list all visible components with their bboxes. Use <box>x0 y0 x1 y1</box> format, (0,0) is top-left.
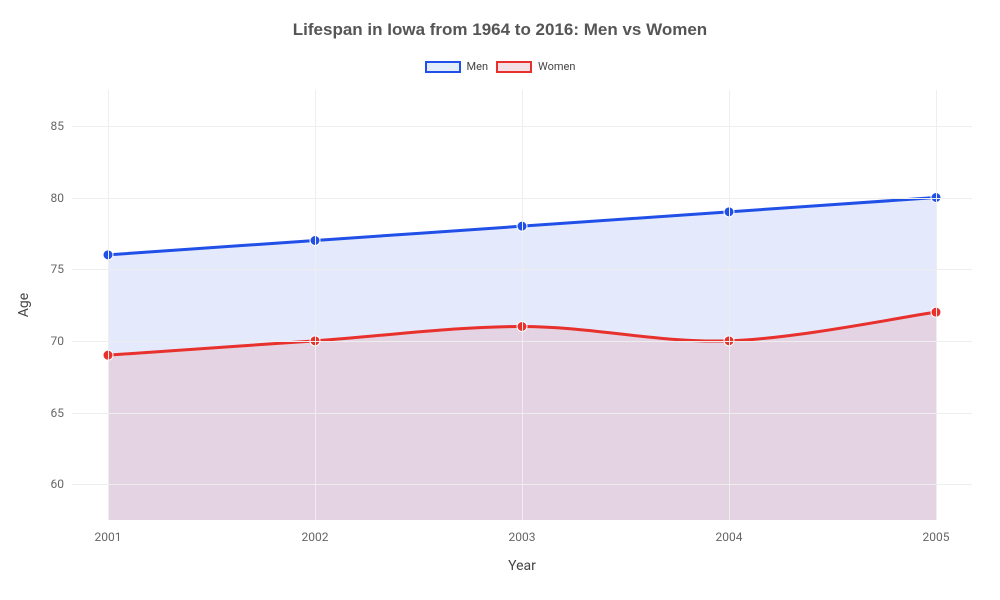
legend-swatch-women <box>496 61 532 73</box>
x-tick-label: 2004 <box>716 520 743 544</box>
legend-label-women: Women <box>538 60 575 73</box>
y-tick-label: 75 <box>51 262 73 276</box>
x-tick-label: 2002 <box>302 520 329 544</box>
x-tick-label: 2005 <box>923 520 950 544</box>
y-tick-label: 65 <box>51 406 73 420</box>
y-tick-label: 85 <box>51 119 73 133</box>
grid-line <box>522 90 523 520</box>
plot-area: 60657075808520012002200320042005 <box>72 90 972 520</box>
y-tick-label: 60 <box>51 477 73 491</box>
legend-item-men[interactable]: Men <box>425 60 489 73</box>
y-tick-label: 70 <box>51 334 73 348</box>
chart-title: Lifespan in Iowa from 1964 to 2016: Men … <box>0 20 1000 40</box>
legend: Men Women <box>0 60 1000 73</box>
grid-line <box>729 90 730 520</box>
x-tick-label: 2003 <box>509 520 536 544</box>
grid-line <box>315 90 316 520</box>
x-tick-label: 2001 <box>95 520 122 544</box>
grid-line <box>108 90 109 520</box>
y-tick-label: 80 <box>51 191 73 205</box>
grid-line <box>936 90 937 520</box>
legend-label-men: Men <box>467 60 489 73</box>
x-axis-label: Year <box>508 558 536 574</box>
legend-item-women[interactable]: Women <box>496 60 575 73</box>
legend-swatch-men <box>425 61 461 73</box>
y-axis-label: Age <box>16 293 32 317</box>
chart-container: Lifespan in Iowa from 1964 to 2016: Men … <box>0 0 1000 600</box>
